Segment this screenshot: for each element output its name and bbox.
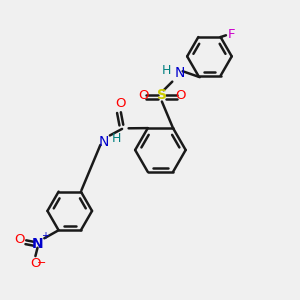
Text: O: O <box>138 88 149 101</box>
Text: O: O <box>175 88 186 101</box>
Text: O: O <box>14 233 25 246</box>
Text: −: − <box>37 258 46 268</box>
Text: H: H <box>112 132 121 145</box>
Text: N: N <box>175 66 185 80</box>
Text: S: S <box>157 88 167 102</box>
Text: O: O <box>115 98 125 110</box>
Text: +: + <box>41 231 49 241</box>
Text: N: N <box>99 135 109 149</box>
Text: O: O <box>30 257 41 270</box>
Text: F: F <box>228 28 236 40</box>
Text: N: N <box>32 237 44 250</box>
Text: H: H <box>162 64 171 77</box>
